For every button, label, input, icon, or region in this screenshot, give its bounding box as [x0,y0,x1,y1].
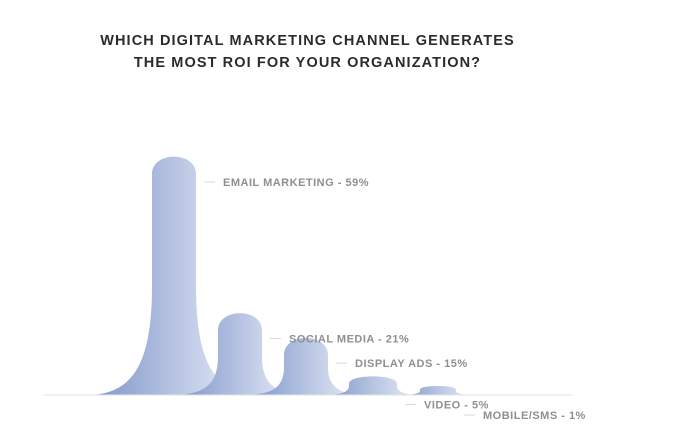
data-label-email-marketing: EMAIL MARKETING - 59% [223,177,369,189]
peak-social-media [173,313,307,395]
peak-mobile-sms [398,385,478,395]
data-label-video: VIDEO - 5% [424,399,489,411]
peak-video [321,376,425,395]
chart-title: WHICH DIGITAL MARKETING CHANNEL GENERATE… [0,30,615,74]
chart-title-line-1: WHICH DIGITAL MARKETING CHANNEL GENERATE… [100,33,515,49]
data-label-mobile-sms: MOBILE/SMS - 1% [483,410,586,422]
peak-display-ads [244,337,368,395]
chart-title-line-2: THE MOST ROI FOR YOUR ORGANIZATION? [133,55,482,71]
data-label-social-media: SOCIAL MEDIA - 21% [289,334,409,346]
data-label-display-ads: DISPLAY ADS - 15% [355,358,468,370]
peak-email-marketing [87,156,261,395]
